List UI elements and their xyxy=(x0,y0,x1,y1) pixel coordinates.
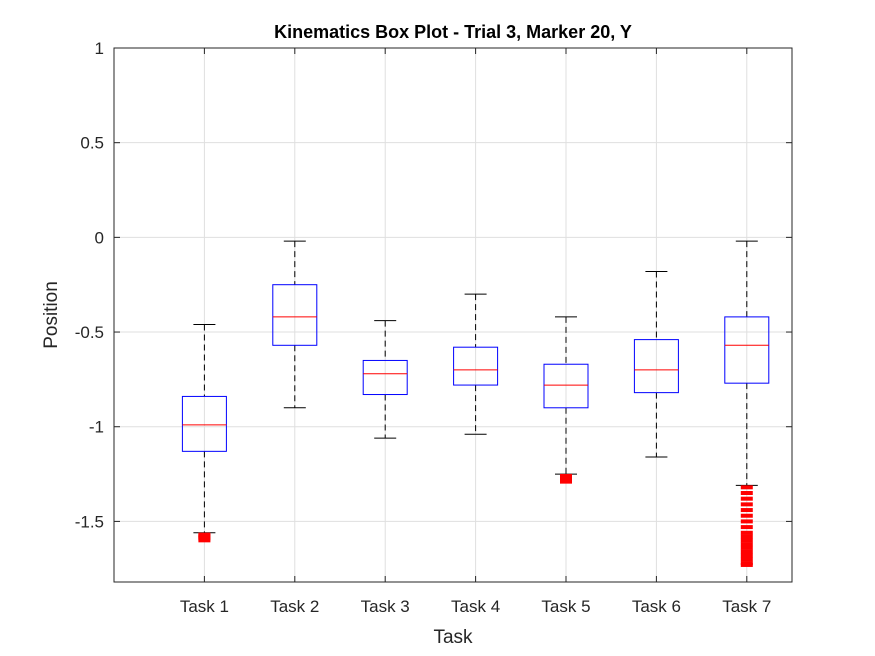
x-tick-label: Task 4 xyxy=(451,597,500,616)
y-tick-label: -1 xyxy=(89,418,104,437)
y-tick-label: -0.5 xyxy=(75,323,104,342)
x-tick-label: Task 3 xyxy=(361,597,410,616)
box-3 xyxy=(362,320,408,439)
box-1 xyxy=(181,323,227,543)
interquartile-box xyxy=(453,346,499,386)
x-axis-label: Task xyxy=(433,627,473,648)
x-tick-label: Task 5 xyxy=(541,597,590,616)
y-tick-label: -1.5 xyxy=(75,512,104,531)
axes-frame xyxy=(113,47,793,583)
x-tick-label: Task 1 xyxy=(180,597,229,616)
interquartile-box xyxy=(543,363,589,409)
chart-title: Kinematics Box Plot - Trial 3, Marker 20… xyxy=(274,22,632,42)
box-2 xyxy=(272,240,318,409)
interquartile-box xyxy=(181,395,227,452)
box-4 xyxy=(453,293,499,435)
plot-area xyxy=(114,48,792,582)
interquartile-box xyxy=(633,339,679,394)
y-tick-label: 1 xyxy=(95,39,104,58)
tick-layer: 1 0.5 0 -0.5 -1 -1.5 Task 1 Task 2 Task 3 Task 4 T… xyxy=(75,39,792,616)
y-tick-label: 0 xyxy=(95,228,104,247)
box-7 xyxy=(724,240,770,567)
y-tick-label: 0.5 xyxy=(80,134,104,153)
x-tick-label: Task 7 xyxy=(722,597,771,616)
interquartile-box xyxy=(362,359,408,396)
y-axis-label: Position xyxy=(41,281,62,349)
box-layer xyxy=(181,240,770,567)
x-tick-label: Task 6 xyxy=(632,597,681,616)
x-tick-label: Task 2 xyxy=(270,597,319,616)
box-5 xyxy=(543,316,589,484)
box-6 xyxy=(633,270,679,458)
interquartile-box xyxy=(272,284,318,346)
interquartile-box xyxy=(724,316,770,384)
